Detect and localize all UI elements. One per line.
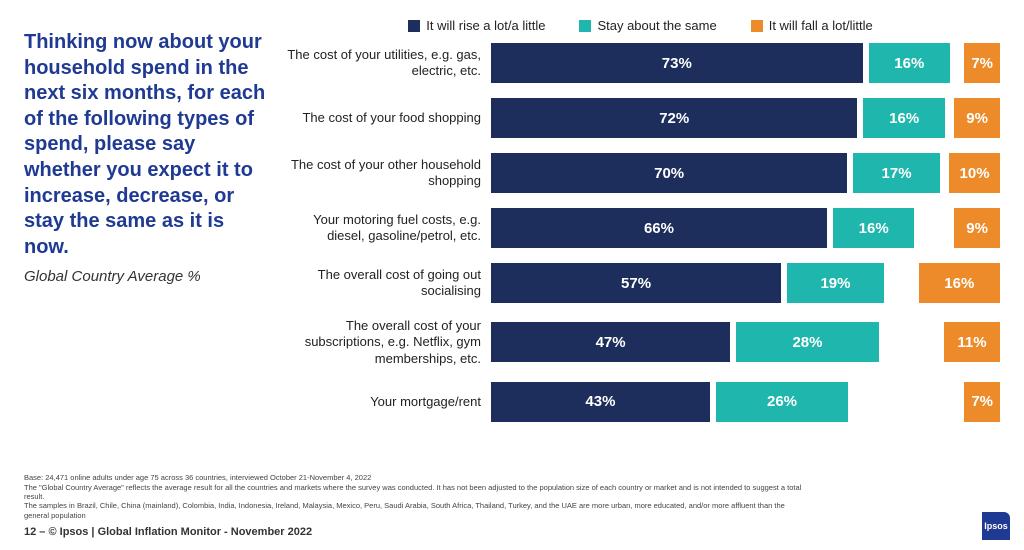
chart-row: Your mortgage/rent 43%26% 7% [281,382,1000,422]
footnote-2: The "Global Country Average" reflects th… [24,483,804,502]
chart-row: The overall cost of your subscriptions, … [281,318,1000,367]
footnotes: Base: 24,471 online adults under age 75 … [24,473,804,520]
chart-panel: It will rise a lot/a little Stay about t… [281,18,1000,422]
footer: 12 – © Ipsos | Global Inflation Monitor … [24,526,312,538]
bar-segment-fall: 10% [949,153,1000,193]
bar-segment-fall: 9% [954,208,1000,248]
row-label: Your mortgage/rent [281,394,481,410]
bar-segment-fall: 9% [954,98,1000,138]
bar-segment-fall: 11% [944,322,1000,362]
question-subtitle: Global Country Average % [24,268,269,285]
bar-track: 72%16%9% [491,98,1000,138]
chart-legend: It will rise a lot/a little Stay about t… [281,18,1000,33]
row-label: The cost of your utilities, e.g. gas, el… [281,47,481,80]
question-text: Thinking now about your household spend … [24,30,269,260]
ipsos-logo-text: Ipsos [984,521,1008,531]
chart-row: The cost of your other household shoppin… [281,153,1000,193]
bar-segment-rise: 72% [491,98,857,138]
bar-segment-fall: 7% [964,382,1000,422]
legend-label-fall: It will fall a lot/little [769,18,873,33]
page-number: 12 [24,526,36,538]
bar-track: 57%19% 16% [491,263,1000,303]
bar-segment-same: 28% [736,322,879,362]
bar-segment-rise: 73% [491,43,863,83]
bar-segment-rise: 70% [491,153,847,193]
legend-label-same: Stay about the same [597,18,716,33]
legend-item-fall: It will fall a lot/little [751,18,873,33]
bar-segment-same: 16% [863,98,944,138]
bar-track: 73%16% 7% [491,43,1000,83]
chart-row: Your motoring fuel costs, e.g. diesel, g… [281,208,1000,248]
chart-row: The cost of your utilities, e.g. gas, el… [281,43,1000,83]
question-panel: Thinking now about your household spend … [24,18,269,422]
row-label: The overall cost of your subscriptions, … [281,318,481,367]
bar-segment-rise: 66% [491,208,827,248]
footer-copyright: © Ipsos | Global Inflation Monitor - Nov… [48,526,312,538]
bar-segment-rise: 43% [491,382,710,422]
bar-segment-same: 26% [716,382,848,422]
legend-item-same: Stay about the same [579,18,716,33]
bar-segment-fall: 16% [919,263,1000,303]
bar-segment-same: 17% [853,153,940,193]
bar-segment-same: 16% [833,208,914,248]
bar-segment-rise: 47% [491,322,730,362]
bar-segment-same: 19% [787,263,884,303]
row-label: The overall cost of going out socialisin… [281,267,481,300]
row-label: The cost of your other household shoppin… [281,157,481,190]
bar-track: 66%16% 9% [491,208,1000,248]
legend-swatch-same [579,20,591,32]
bar-track: 47%28% 11% [491,322,1000,362]
chart-row: The overall cost of going out socialisin… [281,263,1000,303]
bar-track: 43%26% 7% [491,382,1000,422]
footnote-1: Base: 24,471 online adults under age 75 … [24,473,804,482]
bar-segment-rise: 57% [491,263,781,303]
legend-label-rise: It will rise a lot/a little [426,18,545,33]
chart-rows: The cost of your utilities, e.g. gas, el… [281,43,1000,422]
footnote-3: The samples in Brazil, Chile, China (mai… [24,501,804,520]
chart-row: The cost of your food shopping 72%16%9% [281,98,1000,138]
legend-swatch-rise [408,20,420,32]
footer-separator: – [36,526,48,538]
bar-track: 70%17%10% [491,153,1000,193]
row-label: Your motoring fuel costs, e.g. diesel, g… [281,212,481,245]
row-label: The cost of your food shopping [281,110,481,126]
bar-segment-fall: 7% [964,43,1000,83]
legend-item-rise: It will rise a lot/a little [408,18,545,33]
ipsos-logo: Ipsos [982,512,1010,540]
legend-swatch-fall [751,20,763,32]
bar-segment-same: 16% [869,43,950,83]
